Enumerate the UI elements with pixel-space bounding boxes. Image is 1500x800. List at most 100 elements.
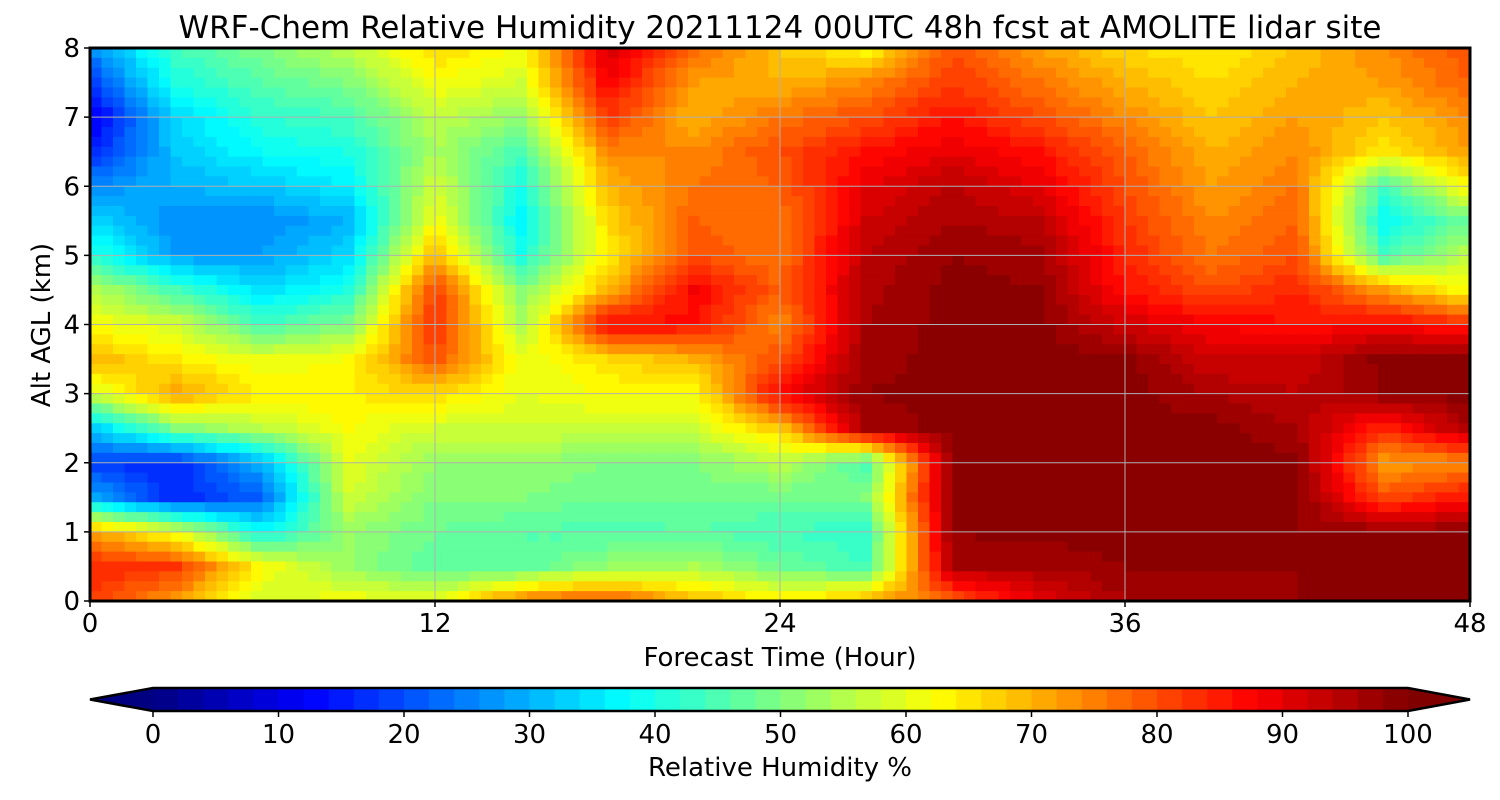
heatmap-cell: [998, 48, 1011, 59]
heatmap-cell: [1148, 285, 1161, 296]
heatmap-cell: [929, 344, 942, 355]
heatmap-cell: [745, 107, 758, 118]
heatmap-cell: [354, 87, 367, 98]
heatmap-cell: [653, 117, 666, 128]
heatmap-cell: [1251, 127, 1264, 138]
heatmap-cell: [826, 393, 839, 405]
heatmap-cell: [722, 176, 735, 187]
heatmap-cell: [688, 443, 701, 454]
heatmap-cell: [366, 413, 379, 424]
heatmap-cell: [113, 87, 126, 98]
heatmap-cell: [952, 373, 965, 385]
heatmap-cell: [711, 196, 724, 207]
heatmap-cell: [688, 403, 701, 414]
heatmap-cell: [860, 235, 873, 247]
heatmap-cell: [722, 166, 735, 177]
heatmap-cell: [757, 67, 770, 79]
heatmap-cell: [1332, 186, 1345, 197]
heatmap-cell: [159, 383, 172, 395]
heatmap-cell: [1401, 136, 1414, 148]
heatmap-cell: [699, 255, 712, 266]
heatmap-cell: [918, 285, 931, 296]
heatmap-cell: [1424, 433, 1437, 444]
heatmap-cell: [1366, 48, 1379, 59]
heatmap-cell: [1159, 146, 1172, 158]
heatmap-cell: [1182, 117, 1195, 128]
heatmap-cell: [1458, 196, 1470, 207]
heatmap-cell: [1136, 235, 1149, 247]
heatmap-cell: [998, 433, 1011, 444]
heatmap-cell: [239, 176, 252, 187]
heatmap-cell: [711, 413, 724, 424]
heatmap-cell: [1309, 314, 1322, 326]
heatmap-cell: [745, 304, 758, 316]
heatmap-cell: [619, 314, 632, 326]
heatmap-cell: [1343, 304, 1356, 316]
heatmap-cell: [929, 87, 942, 98]
heatmap-cell: [1435, 354, 1448, 365]
heatmap-cell: [1274, 196, 1287, 207]
heatmap-cell: [1125, 117, 1138, 128]
heatmap-cell: [504, 77, 517, 89]
heatmap-cell: [584, 452, 597, 464]
heatmap-cell: [1309, 97, 1322, 108]
heatmap-cell: [975, 373, 988, 385]
heatmap-cell: [596, 77, 609, 89]
heatmap-cell: [1447, 393, 1460, 405]
heatmap-cell: [481, 87, 494, 98]
heatmap-cell: [228, 275, 241, 286]
heatmap-cell: [1355, 196, 1368, 207]
heatmap-cell: [308, 136, 321, 148]
heatmap-cell: [952, 285, 965, 296]
heatmap-cell: [124, 354, 137, 365]
heatmap-cell: [343, 186, 356, 197]
heatmap-cell: [665, 186, 678, 197]
heatmap-cell: [124, 107, 137, 118]
heatmap-cell: [642, 334, 655, 345]
heatmap-cell: [308, 304, 321, 316]
heatmap-cell: [1228, 443, 1241, 454]
heatmap-cell: [1182, 334, 1195, 345]
heatmap-cell: [584, 186, 597, 197]
heatmap-cell: [952, 403, 965, 414]
heatmap-cell: [1148, 324, 1161, 335]
heatmap-cell: [837, 433, 850, 444]
heatmap-cell: [504, 383, 517, 395]
heatmap-cell: [297, 334, 310, 345]
heatmap-cell: [159, 285, 172, 296]
heatmap-cell: [170, 245, 183, 256]
heatmap-cell: [607, 117, 620, 128]
heatmap-cell: [791, 364, 804, 375]
heatmap-cell: [780, 354, 793, 365]
heatmap-cell: [216, 433, 229, 444]
heatmap-cell: [1458, 206, 1470, 217]
heatmap-cell: [170, 324, 183, 335]
heatmap-cell: [1102, 146, 1115, 158]
heatmap-cell: [458, 285, 471, 296]
heatmap-cell: [699, 443, 712, 454]
heatmap-cell: [1079, 364, 1092, 375]
heatmap-cell: [481, 324, 494, 335]
heatmap-cell: [676, 443, 689, 454]
heatmap-cell: [895, 354, 908, 365]
heatmap-cell: [481, 146, 494, 158]
heatmap-cell: [297, 452, 310, 464]
heatmap-cell: [1217, 354, 1230, 365]
heatmap-cell: [1332, 215, 1345, 227]
heatmap-cell: [343, 225, 356, 237]
heatmap-cell: [1136, 285, 1149, 296]
heatmap-cell: [1251, 225, 1264, 237]
heatmap-cell: [826, 364, 839, 375]
heatmap-cell: [975, 413, 988, 424]
heatmap-cell: [665, 452, 678, 464]
heatmap-cell: [262, 275, 275, 286]
heatmap-cell: [745, 334, 758, 345]
heatmap-cell: [423, 196, 436, 207]
heatmap-cell: [826, 452, 839, 464]
heatmap-cell: [814, 107, 827, 118]
heatmap-cell: [481, 413, 494, 424]
heatmap-cell: [1343, 146, 1356, 158]
heatmap-cell: [975, 186, 988, 197]
heatmap-cell: [964, 443, 977, 454]
heatmap-cell: [389, 285, 402, 296]
